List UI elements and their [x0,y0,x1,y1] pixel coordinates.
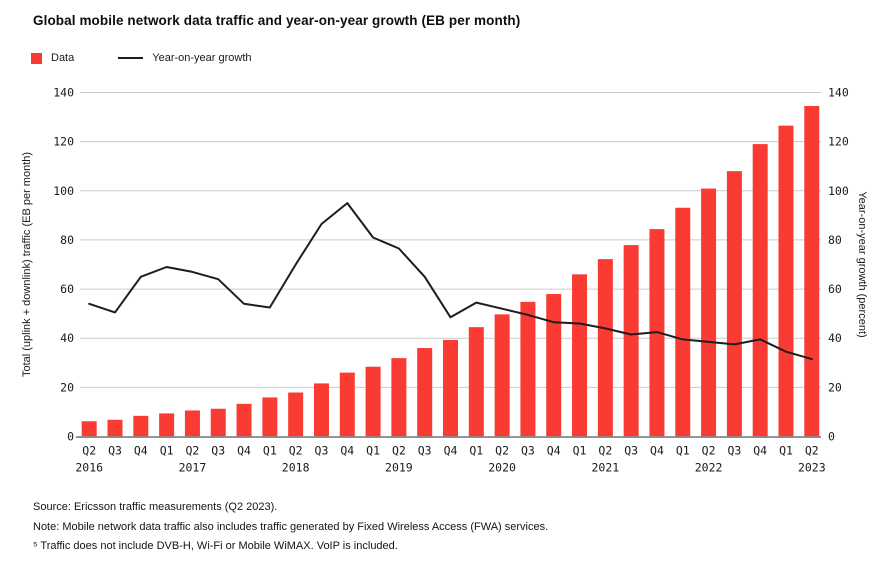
legend-label-growth: Year-on-year growth [152,52,252,64]
x-axis-quarter-label: Q2 [185,444,199,458]
x-axis-quarter-label: Q1 [160,444,174,458]
source-line: Source: Ericsson traffic measurements (Q… [33,501,278,513]
legend-label-data: Data [51,52,75,64]
data-bar [804,106,820,438]
data-bar [236,403,252,438]
y-axis-label-right: 140 [828,86,849,100]
x-axis-quarter-label: Q2 [495,444,509,458]
y-axis-label-right: 0 [828,430,835,444]
x-axis-quarter-label: Q1 [779,444,793,458]
y-axis-label-left: 100 [53,184,74,198]
data-bar [262,397,278,438]
footer: Source: Ericsson traffic measurements (Q… [33,498,548,557]
y-axis-label-right: 100 [828,184,849,198]
data-bar [649,229,665,438]
y-axis-label-right: 40 [828,331,842,345]
data-bar [726,171,742,438]
data-bar [107,419,123,438]
data-bar [468,327,484,438]
x-axis-quarter-label: Q3 [624,444,638,458]
data-bar [675,207,691,438]
data-bar [417,348,433,438]
data-bar [778,125,794,438]
growth-line-swatch-icon [118,57,144,59]
data-series-swatch-icon [31,52,42,64]
data-bar [752,144,768,438]
data-bar [184,410,200,438]
x-axis-year-label: 2019 [385,461,413,475]
y-axis-label-right: 20 [828,380,842,394]
x-axis-quarter-label: Q2 [392,444,406,458]
x-axis-year-label: 2022 [695,461,723,475]
left-axis-title: Total (uplink + downlink) traffic (EB pe… [21,152,33,377]
x-axis-quarter-label: Q3 [418,444,432,458]
x-axis-year-label: 2017 [179,461,207,475]
y-axis-label-right: 80 [828,233,842,247]
x-axis-year-label: 2023 [798,461,826,475]
data-bar [81,421,97,438]
data-bar [288,392,304,438]
y-axis-label-left: 120 [53,135,74,149]
x-axis-quarter-label: Q2 [289,444,303,458]
x-axis-quarter-label: Q2 [805,444,819,458]
right-axis-title: Year-on-year growth (percent) [856,191,868,337]
x-axis-quarter-label: Q1 [469,444,483,458]
x-axis-quarter-label: Q4 [237,444,251,458]
data-bar [365,366,381,438]
data-bar [572,274,588,438]
legend: Data Year-on-year growth [31,52,252,64]
growth-line [88,202,813,361]
x-axis-year-label: 2016 [75,461,103,475]
data-bar [159,413,175,438]
x-axis-quarter-label: Q2 [598,444,612,458]
data-bar [520,301,536,438]
data-bar [313,383,329,438]
x-axis-year-label: 2018 [282,461,310,475]
x-axis-quarter-label: Q4 [650,444,664,458]
x-axis-quarter-label: Q3 [727,444,741,458]
x-axis-quarter-label: Q3 [211,444,225,458]
data-bar [623,245,639,438]
y-axis-label-right: 120 [828,135,849,149]
x-axis-quarter-label: Q3 [315,444,329,458]
page-title: Global mobile network data traffic and y… [33,13,521,28]
y-axis-label-left: 60 [60,282,74,296]
data-bar [494,314,510,438]
x-axis-quarter-label: Q1 [676,444,690,458]
x-axis-quarter-label: Q2 [702,444,716,458]
data-bar [597,259,613,438]
x-axis-quarter-label: Q4 [340,444,354,458]
data-bar [210,408,226,438]
x-axis-quarter-label: Q2 [82,444,96,458]
x-axis-quarter-label: Q3 [108,444,122,458]
x-axis-quarter-label: Q1 [263,444,277,458]
y-axis-label-right: 60 [828,282,842,296]
data-bar [701,188,717,438]
data-bar [391,358,407,438]
data-bar [339,372,355,438]
x-axis-quarter-label: Q4 [134,444,148,458]
y-axis-label-left: 40 [60,331,74,345]
x-axis-quarter-label: Q4 [444,444,458,458]
y-axis-label-left: 140 [53,86,74,100]
x-axis-quarter-label: Q3 [521,444,535,458]
x-axis-quarter-label: Q1 [366,444,380,458]
y-axis-label-left: 20 [60,380,74,394]
y-axis-label-left: 80 [60,233,74,247]
footnote-line: ⁵ Traffic does not include DVB-H, Wi-Fi … [33,540,398,552]
x-axis-quarter-label: Q1 [573,444,587,458]
note-line: Note: Mobile network data traffic also i… [33,520,549,533]
data-bar [546,293,562,438]
data-bar [133,415,149,438]
x-axis-year-label: 2021 [591,461,619,475]
y-axis-label-left: 0 [67,430,74,444]
data-bar [443,339,458,438]
x-axis-quarter-label: Q4 [547,444,561,458]
x-axis-year-label: 2020 [488,461,516,475]
x-axis-quarter-label: Q4 [753,444,767,458]
